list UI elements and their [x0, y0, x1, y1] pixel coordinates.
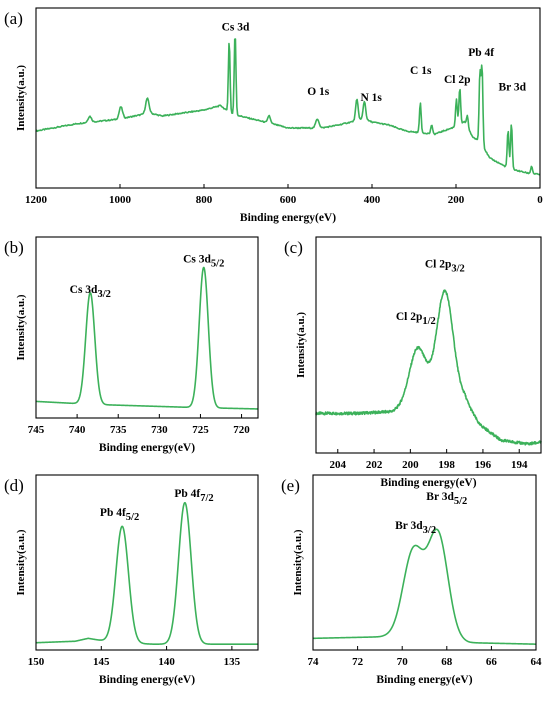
peak-annotation-sub-e: 5/2 — [454, 496, 467, 507]
peak-annotation-sub-d: 7/2 — [200, 493, 213, 504]
plot-frame-a — [35, 7, 541, 189]
x-tick-label-a: 1000 — [109, 194, 132, 206]
x-tick-label-e: 64 — [531, 656, 543, 668]
spectrum-line-c — [315, 289, 542, 446]
peak-annotation-c: Cl 2p3/2 — [425, 259, 465, 275]
x-tick-label-c: 204 — [330, 459, 347, 471]
plot-frame-b — [35, 236, 259, 419]
peak-annotation-main-b: Cs 3d — [70, 284, 98, 296]
spectrum-line-b — [35, 266, 259, 410]
x-axis-label-d: Binding energy(eV) — [99, 674, 195, 686]
peak-annotation-main-a: C 1s — [410, 65, 432, 77]
plot-frame-d — [35, 474, 259, 651]
x-tick-label-a: 600 — [280, 194, 297, 206]
spectrum-line-e — [312, 528, 537, 645]
spectrum-line-a — [35, 38, 541, 176]
x-tick-label-e: 70 — [397, 656, 409, 668]
x-tick-label-b: 725 — [192, 424, 209, 436]
panel-d: 150 145 140 135 Binding energy(eV) Intensity(… — [4, 474, 259, 686]
panel-label-b: (b) — [4, 238, 24, 257]
y-axis-label-b: Intensity(a.u.) — [15, 294, 27, 360]
x-axis-label-c: Binding energy(eV) — [380, 477, 476, 489]
panel-label-a: (a) — [4, 9, 23, 28]
peak-annotation-sub-c: 3/2 — [451, 264, 464, 275]
peak-annotation-a: N 1s — [360, 92, 382, 104]
x-tick-label-a: 400 — [364, 194, 381, 206]
peak-annotation-e: Br 3d3/2 — [395, 520, 436, 536]
peak-annotation-main-e: Br 3d — [395, 520, 423, 532]
peak-annotation-sub-c: 1/2 — [422, 316, 435, 327]
y-axis-label-a: Intensity(a.u.) — [15, 65, 27, 131]
plot-frame-e — [312, 474, 537, 651]
peak-annotation-b: Cs 3d3/2 — [70, 284, 111, 300]
x-axis-label-a: Binding energy(eV) — [240, 212, 336, 224]
panel-label-d: (d) — [4, 476, 24, 495]
x-tick-label-c: 196 — [475, 459, 492, 471]
peak-annotation-main-c: Cl 2p — [396, 311, 423, 323]
x-tick-label-b: 720 — [233, 424, 250, 436]
peak-annotation-sub-d: 5/2 — [126, 512, 139, 523]
x-tick-label-d: 150 — [28, 656, 45, 668]
x-tick-label-b: 740 — [69, 424, 86, 436]
peak-annotation-sub-b: 5/2 — [211, 259, 224, 270]
peak-annotation-main-a: Cs 3d — [222, 22, 250, 34]
peak-annotation-a: Br 3d — [498, 82, 526, 94]
x-tick-label-e: 68 — [441, 656, 453, 668]
panel-c: 204 202 200 198 196 194 Binding energy(eV) Inte… — [284, 236, 542, 489]
x-axis-label-b: Binding energy(eV) — [99, 442, 195, 454]
y-axis-label-d: Intensity(a.u.) — [15, 529, 27, 595]
peak-annotation-e: Br 3d5/2 — [426, 491, 467, 507]
x-tick-label-b: 735 — [110, 424, 127, 436]
panel-a: 1200 1000 800 600 400 200 0 Binding energy(eV) I… — [4, 7, 543, 224]
peak-annotation-main-e: Br 3d — [426, 491, 454, 503]
panel-e: 74 72 70 68 66 64 Binding energy(eV) Intensity(… — [281, 474, 543, 686]
x-tick-label-c: 194 — [511, 459, 528, 471]
x-tick-label-e: 72 — [352, 656, 364, 668]
peak-annotation-main-a: Cl 2p — [444, 74, 471, 86]
spectrum-line-d — [35, 501, 259, 645]
x-tick-label-a: 0 — [537, 194, 543, 206]
peak-annotation-sub-e: 3/2 — [423, 525, 436, 536]
peak-annotation-a: C 1s — [410, 65, 432, 77]
peak-annotation-b: Cs 3d5/2 — [183, 254, 224, 270]
peak-annotation-main-a: Pb 4f — [468, 47, 494, 59]
peak-annotation-d: Pb 4f7/2 — [174, 488, 213, 504]
peak-annotation-a: Pb 4f — [468, 47, 494, 59]
plot-frame-c — [315, 236, 542, 454]
panel-label-e: (e) — [281, 476, 300, 495]
x-tick-label-a: 200 — [448, 194, 465, 206]
x-tick-label-e: 74 — [308, 656, 320, 668]
peak-annotation-main-c: Cl 2p — [425, 259, 452, 271]
y-axis-label-e: Intensity(a.u.) — [292, 529, 304, 595]
peak-annotation-main-a: N 1s — [360, 92, 382, 104]
x-tick-label-b: 730 — [151, 424, 168, 436]
peak-annotation-main-a: Br 3d — [498, 82, 526, 94]
x-tick-label-c: 198 — [438, 459, 455, 471]
peak-annotation-main-b: Cs 3d — [183, 254, 211, 266]
x-axis-label-e: Binding energy(eV) — [376, 674, 472, 686]
x-tick-label-a: 800 — [196, 194, 213, 206]
peak-annotation-sub-b: 3/2 — [97, 289, 110, 300]
peak-annotation-a: Cs 3d — [222, 22, 250, 34]
peak-annotation-main-a: O 1s — [307, 86, 330, 98]
peak-annotation-main-d: Pb 4f — [174, 488, 200, 500]
peak-annotation-d: Pb 4f5/2 — [100, 507, 139, 523]
peak-annotation-a: Cl 2p — [444, 74, 471, 86]
x-tick-label-d: 135 — [224, 656, 241, 668]
peak-annotation-main-d: Pb 4f — [100, 507, 126, 519]
panel-b: 745 740 735 730 725 720 Binding energy(eV) Inte… — [4, 236, 259, 454]
x-tick-label-c: 202 — [366, 459, 383, 471]
panel-label-c: (c) — [284, 238, 303, 257]
x-tick-label-d: 140 — [158, 656, 175, 668]
peak-annotation-a: O 1s — [307, 86, 330, 98]
x-tick-label-b: 745 — [28, 424, 45, 436]
x-tick-label-a: 1200 — [25, 194, 48, 206]
x-tick-label-e: 66 — [486, 656, 498, 668]
peak-annotation-c: Cl 2p1/2 — [396, 311, 436, 327]
x-tick-label-c: 200 — [402, 459, 419, 471]
y-axis-label-c: Intensity(a.u.) — [295, 312, 307, 378]
x-tick-label-d: 145 — [93, 656, 110, 668]
